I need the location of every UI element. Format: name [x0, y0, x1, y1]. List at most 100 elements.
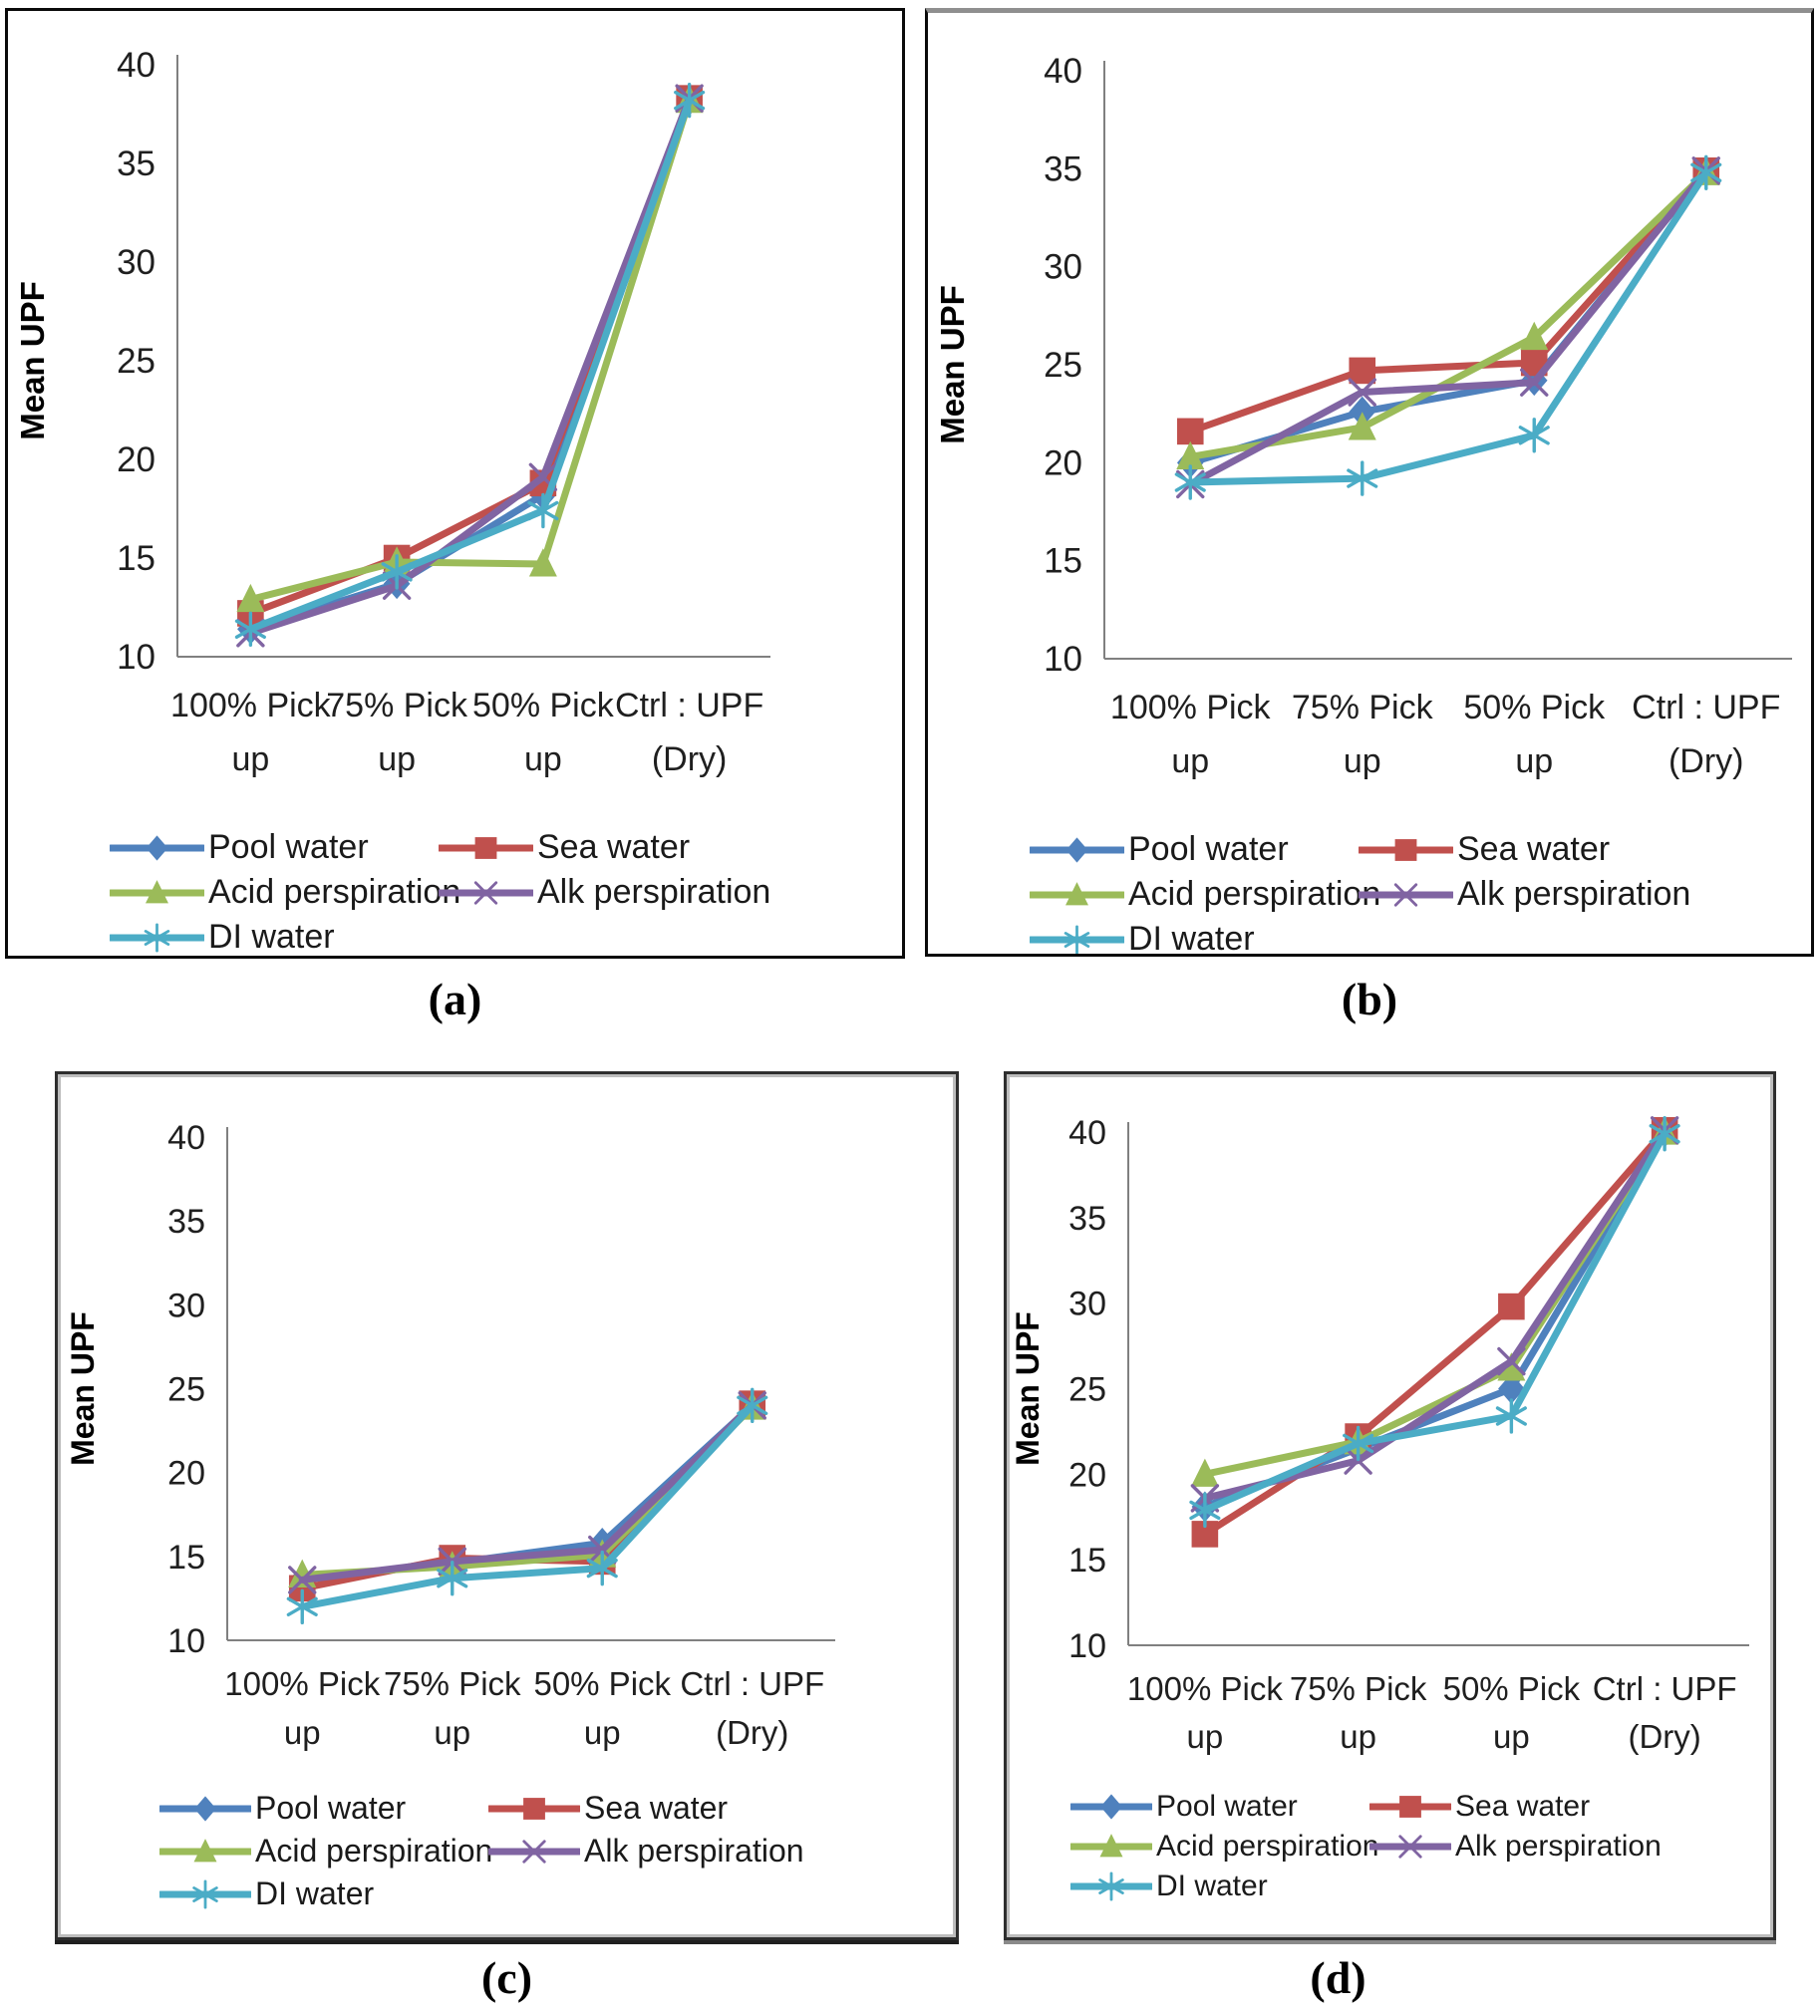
- legend-item-sea-water: Sea water: [488, 1790, 954, 1827]
- series-markers: [288, 1389, 766, 1595]
- marker-triangle: [1520, 321, 1549, 351]
- marker-x: [473, 880, 498, 905]
- legend-marker-diamond-icon: [1070, 1794, 1152, 1820]
- marker-triangle: [1099, 1834, 1123, 1858]
- caption-b: (b): [1341, 974, 1398, 1024]
- legend-label: Sea water: [584, 1790, 729, 1826]
- y-axis-title: Mean UPF: [14, 281, 51, 440]
- marker-asterisk: [1649, 1116, 1680, 1152]
- x-category-label: up: [1171, 742, 1209, 780]
- chart-panel-c: 10 15 20 25 30 35 40 Mean UPF 100% Pick up 75% Pic…: [55, 1071, 959, 1940]
- legend-label: Sea water: [1455, 1790, 1591, 1823]
- legend-label: Pool water: [1156, 1790, 1298, 1823]
- x-category-label: 50% Pick: [1463, 689, 1606, 726]
- y-tick-label: 35: [117, 144, 155, 183]
- marker-asterisk: [144, 922, 170, 953]
- marker-square: [1394, 838, 1417, 861]
- y-tick-label: 35: [167, 1203, 205, 1241]
- legend-item-di-water: DI water: [1070, 1870, 1369, 1903]
- series-markers: [237, 85, 703, 627]
- series-line: [246, 97, 694, 633]
- chart-c: 10 15 20 25 30 35 40 Mean UPF 100% Pick up 75% Pic…: [60, 1082, 954, 1780]
- x-category-label: up: [378, 740, 416, 778]
- y-tick-label: 15: [1044, 542, 1082, 581]
- legend-item-alk-perspiration: Alk perspiration: [488, 1833, 954, 1870]
- chart-canvas: 10 15 20 25 30 35 40 Mean UPF 100% Pick up 75% Pic…: [14, 46, 770, 778]
- series-line: [1186, 166, 1710, 435]
- marker-asterisk: [1189, 1492, 1221, 1529]
- marker-square: [474, 836, 497, 859]
- marker-asterisk: [1174, 464, 1206, 500]
- series-line: [298, 1401, 757, 1584]
- legend-item-acid-perspiration: Acid perspiration: [110, 873, 460, 912]
- series-line: [1186, 168, 1710, 486]
- legend-item-pool-water: Pool water: [1030, 830, 1359, 869]
- series-line: [246, 97, 694, 604]
- legend-item-pool-water: Pool water: [1070, 1790, 1369, 1824]
- y-tick-label: 10: [117, 638, 155, 677]
- legend-label: Alk perspiration: [1457, 875, 1691, 913]
- marker-triangle: [1497, 1352, 1526, 1381]
- x-category-label: 75% Pick: [1290, 1670, 1427, 1707]
- legend-marker-asterisk-icon: [1070, 1872, 1152, 1901]
- series-markers: [1176, 156, 1720, 470]
- marker-square: [1176, 418, 1204, 445]
- y-tick-label: 40: [1044, 52, 1082, 91]
- x-category-label: (Dry): [652, 740, 728, 778]
- y-tick-label: 10: [1044, 640, 1082, 679]
- legend-item-di-water: DI water: [159, 1875, 488, 1912]
- series-line: [1201, 1126, 1668, 1538]
- legend-item-pool-water: Pool water: [159, 1790, 488, 1827]
- marker-asterisk: [1098, 1872, 1124, 1901]
- legend-marker-triangle-icon: [110, 879, 204, 903]
- marker-x: [1497, 1346, 1526, 1376]
- marker-square: [1399, 1796, 1421, 1818]
- caption-a: (a): [428, 974, 482, 1024]
- x-category-label: up: [524, 740, 562, 778]
- x-category-label: Ctrl : UPF: [615, 687, 763, 724]
- legend-label: Alk perspiration: [1455, 1830, 1662, 1863]
- legend-marker-x-icon: [1369, 1835, 1451, 1859]
- y-tick-label: 40: [117, 46, 155, 85]
- y-tick-label: 10: [167, 1622, 205, 1660]
- caption-c: (c): [480, 1952, 533, 2003]
- marker-asterisk: [1495, 1398, 1527, 1434]
- x-category-label: 100% Pick: [1110, 689, 1272, 726]
- marker-asterisk: [1063, 924, 1090, 954]
- marker-triangle: [1065, 881, 1088, 905]
- marker-diamond: [194, 1795, 216, 1822]
- y-tick-label: 25: [167, 1371, 205, 1409]
- legend-item-alk-perspiration: Alk perspiration: [439, 873, 900, 912]
- marker-triangle: [528, 548, 557, 577]
- legend-marker-asterisk-icon: [159, 1878, 251, 1909]
- legend-label: DI water: [255, 1875, 375, 1911]
- x-category-label: up: [1340, 1718, 1376, 1755]
- series-line: [1201, 1128, 1668, 1478]
- legend-item-acid-perspiration: Acid perspiration: [1070, 1830, 1378, 1864]
- x-category-label: 100% Pick: [170, 687, 332, 724]
- chart-panel-d: 10 15 20 25 30 35 40 Mean UPF 100% Pick up 75% Pic…: [1004, 1071, 1776, 1940]
- series-line: [1201, 1128, 1668, 1511]
- legend-marker-x-icon: [439, 880, 533, 905]
- series-markers: [1174, 154, 1722, 500]
- legend-item-sea-water: Sea water: [439, 828, 900, 867]
- marker-triangle: [193, 1838, 217, 1862]
- legend-marker-square-icon: [439, 836, 533, 859]
- legend-label: DI water: [1156, 1870, 1268, 1902]
- legend-marker-asterisk-icon: [1030, 924, 1124, 954]
- y-tick-label: 40: [167, 1119, 205, 1157]
- marker-triangle: [236, 583, 265, 613]
- legend-item-acid-perspiration: Acid perspiration: [1030, 875, 1380, 914]
- series-line: [298, 1401, 757, 1610]
- marker-asterisk: [1347, 460, 1378, 496]
- x-category-label: up: [284, 1714, 321, 1751]
- legend-marker-diamond-icon: [1030, 836, 1124, 863]
- x-category-label: 75% Pick: [326, 687, 468, 724]
- x-category-label: Ctrl : UPF: [1593, 1670, 1737, 1707]
- caption-d: (d): [1310, 1952, 1366, 2003]
- legend-a: Pool water Sea water Acid perspiration Alk …: [110, 828, 900, 956]
- series-markers: [1189, 1116, 1680, 1529]
- series-line: [246, 95, 694, 637]
- legend-marker-x-icon: [1359, 882, 1453, 907]
